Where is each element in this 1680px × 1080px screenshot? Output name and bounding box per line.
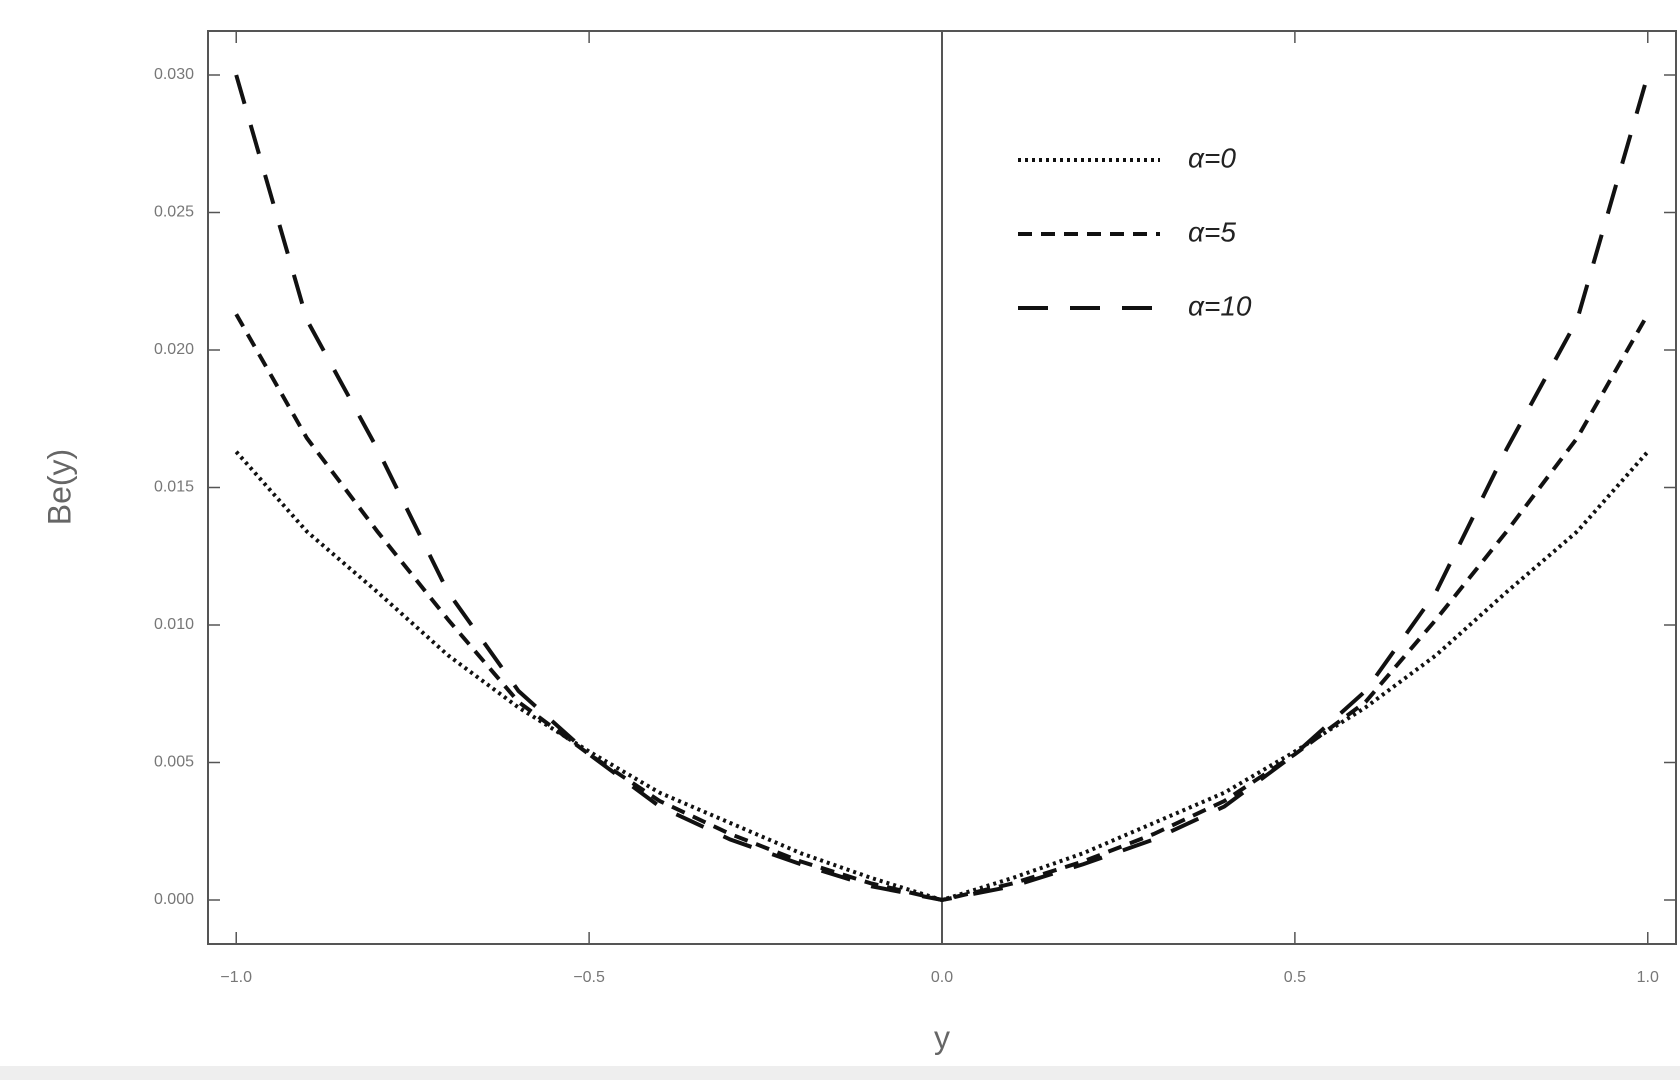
y-tick-label: 0.030 [154,66,194,83]
data-line [234,74,1650,903]
x-tick-label: −1.0 [220,969,252,986]
y-tick-label: 0.025 [154,204,194,221]
y-tick-label: 0.015 [154,479,194,496]
y-tick-label: 0.005 [154,754,194,771]
legend-label: α=10 [1188,290,1252,321]
y-axis-label: Be(y) [41,449,77,525]
x-tick-label: 0.0 [931,969,953,986]
x-tick-label: −0.5 [573,969,605,986]
x-axis-label: y [934,1019,950,1055]
x-tick-label: 1.0 [1637,969,1659,986]
y-tick-label: 0.000 [154,891,194,908]
x-tick-label: 0.5 [1284,969,1306,986]
y-tick-label: 0.020 [154,341,194,358]
legend-label: α=5 [1188,216,1236,247]
y-tick-label: 0.010 [154,616,194,633]
bottom-strip [0,1066,1680,1080]
legend-label: α=0 [1188,142,1236,173]
